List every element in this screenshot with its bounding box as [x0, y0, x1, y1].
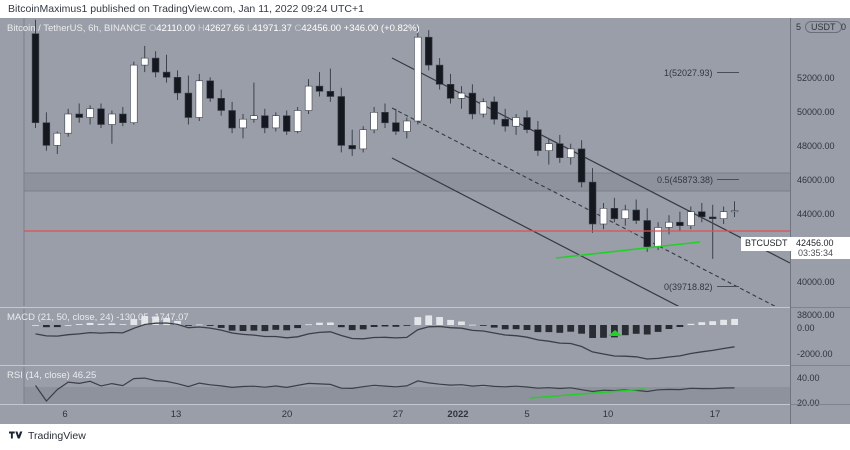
fib-label-0-text: 0(39718.82): [664, 282, 713, 292]
publisher-text: BitcoinMaximus1 published on TradingView…: [8, 3, 364, 15]
price-tick-40000: 40000.00: [797, 277, 835, 287]
fib-label-0: 0(39718.82): [664, 282, 739, 292]
macd-pane[interactable]: MACD (21, 50, close, 24) -130.05 -1747.0…: [0, 309, 790, 365]
price-tick-38000: 38000.00: [797, 310, 835, 320]
macd-plot[interactable]: [0, 309, 790, 365]
fib-label-05: 0.5(45873.38): [657, 175, 740, 185]
rsi-value: 46.25: [72, 370, 97, 381]
current-price-value: 42456.00: [796, 238, 834, 248]
currency-unit-label: USDT: [811, 22, 836, 32]
fib-label-1-text: 1(52027.93): [664, 68, 713, 78]
price-pane[interactable]: Bitcoin / TetherUS, 6h, BINANCE O42110.0…: [0, 18, 790, 306]
macd-green-marker: [608, 330, 622, 336]
channel-upper: [391, 57, 790, 264]
bar-countdown: 03:35:34: [798, 248, 834, 258]
fib-label-05-text: 0.5(45873.38): [657, 175, 714, 185]
pane-separator-2[interactable]: [0, 365, 790, 366]
currency-unit-button[interactable]: USDT: [805, 21, 842, 33]
tradingview-wordmark: TradingView: [28, 430, 86, 442]
tradingview-logo-icon: [9, 431, 23, 439]
rsi-pane[interactable]: RSI (14, close) 46.25: [0, 367, 790, 404]
legend-low-key: L: [246, 23, 253, 34]
macd-tick-0: 0.00: [797, 323, 815, 333]
candlestick-series: [31, 19, 739, 259]
fib-band: [24, 173, 790, 191]
time-tick-17: 17: [709, 409, 721, 420]
rsi-green-trendline: [529, 388, 646, 399]
axis-divider-2: [791, 365, 850, 366]
axis-divider-1: [791, 307, 850, 308]
legend-close-key: C: [294, 23, 302, 34]
macd-line: [35, 322, 735, 360]
current-price-tag: 42456.00 03:35:34: [791, 237, 850, 259]
legend-symbol: Bitcoin / TetherUS, 6h, BINANCE: [7, 23, 147, 34]
rsi-plot[interactable]: [0, 367, 790, 404]
legend-open-value: 42110.00: [156, 23, 196, 34]
price-legend: Bitcoin / TetherUS, 6h, BINANCE O42110.0…: [7, 23, 420, 34]
legend-change: +346.00 (+0.82%): [343, 23, 420, 34]
axis-divider-3: [791, 404, 850, 405]
time-tick-20: 20: [281, 409, 293, 420]
legend-high-key: H: [197, 23, 205, 34]
currency-right-digit: 0: [841, 22, 847, 32]
fib-label-05-dash: [717, 179, 740, 180]
price-tick-52000: 52000.00: [797, 73, 835, 83]
publisher-bar: BitcoinMaximus1 published on TradingView…: [0, 0, 850, 18]
time-axis[interactable]: 6 13 20 27 2022 5 10 17: [0, 404, 790, 425]
price-tick-48000: 48000.00: [797, 141, 835, 151]
legend-close-value: 42456.00: [301, 23, 342, 34]
rsi-tick-40: 40.00: [797, 373, 820, 383]
green-trendline: [555, 241, 701, 259]
footer: TradingView: [0, 424, 850, 450]
macd-value-2: -1747.07: [151, 312, 189, 323]
price-tick-50000: 50000.00: [797, 107, 835, 117]
fib-label-1-dash: [716, 72, 739, 73]
symbol-tag: BTCUSDT: [741, 237, 792, 251]
fib-label-1: 1(52027.93): [664, 68, 739, 78]
price-plot[interactable]: [0, 18, 790, 306]
fib-label-0-dash: [716, 286, 739, 287]
time-tick-10: 10: [602, 409, 614, 420]
time-tick-2022: 2022: [447, 409, 469, 420]
price-tick-44000: 44000.00: [797, 209, 835, 219]
legend-high-value: 42627.66: [204, 23, 245, 34]
legend-open-key: O: [148, 23, 157, 34]
time-tick-13: 13: [170, 409, 182, 420]
macd-title: MACD (21, 50, close, 24): [7, 312, 114, 323]
macd-tick-neg2000: -2000.00: [797, 349, 833, 359]
macd-value-1: -130.05: [116, 312, 149, 323]
price-axis[interactable]: 5 USDT 0 52000.00 50000.00 48000.00 4600…: [790, 18, 850, 424]
legend-low-value: 41971.37: [252, 23, 292, 34]
rsi-tick-20: 20.00: [797, 398, 820, 408]
price-tick-46000: 46000.00: [797, 175, 835, 185]
time-tick-5: 5: [524, 409, 530, 420]
pane-separator-1[interactable]: [0, 307, 790, 308]
channel-lower: [391, 157, 680, 306]
currency-left-digit: 5: [796, 22, 802, 32]
chart-frame: Bitcoin / TetherUS, 6h, BINANCE O42110.0…: [0, 18, 850, 425]
macd-legend: MACD (21, 50, close, 24) -130.05 -1747.0…: [7, 312, 189, 323]
rsi-legend: RSI (14, close) 46.25: [7, 370, 96, 381]
rsi-title: RSI (14, close): [7, 370, 70, 381]
time-tick-27: 27: [392, 409, 404, 420]
time-tick-6: 6: [62, 409, 68, 420]
